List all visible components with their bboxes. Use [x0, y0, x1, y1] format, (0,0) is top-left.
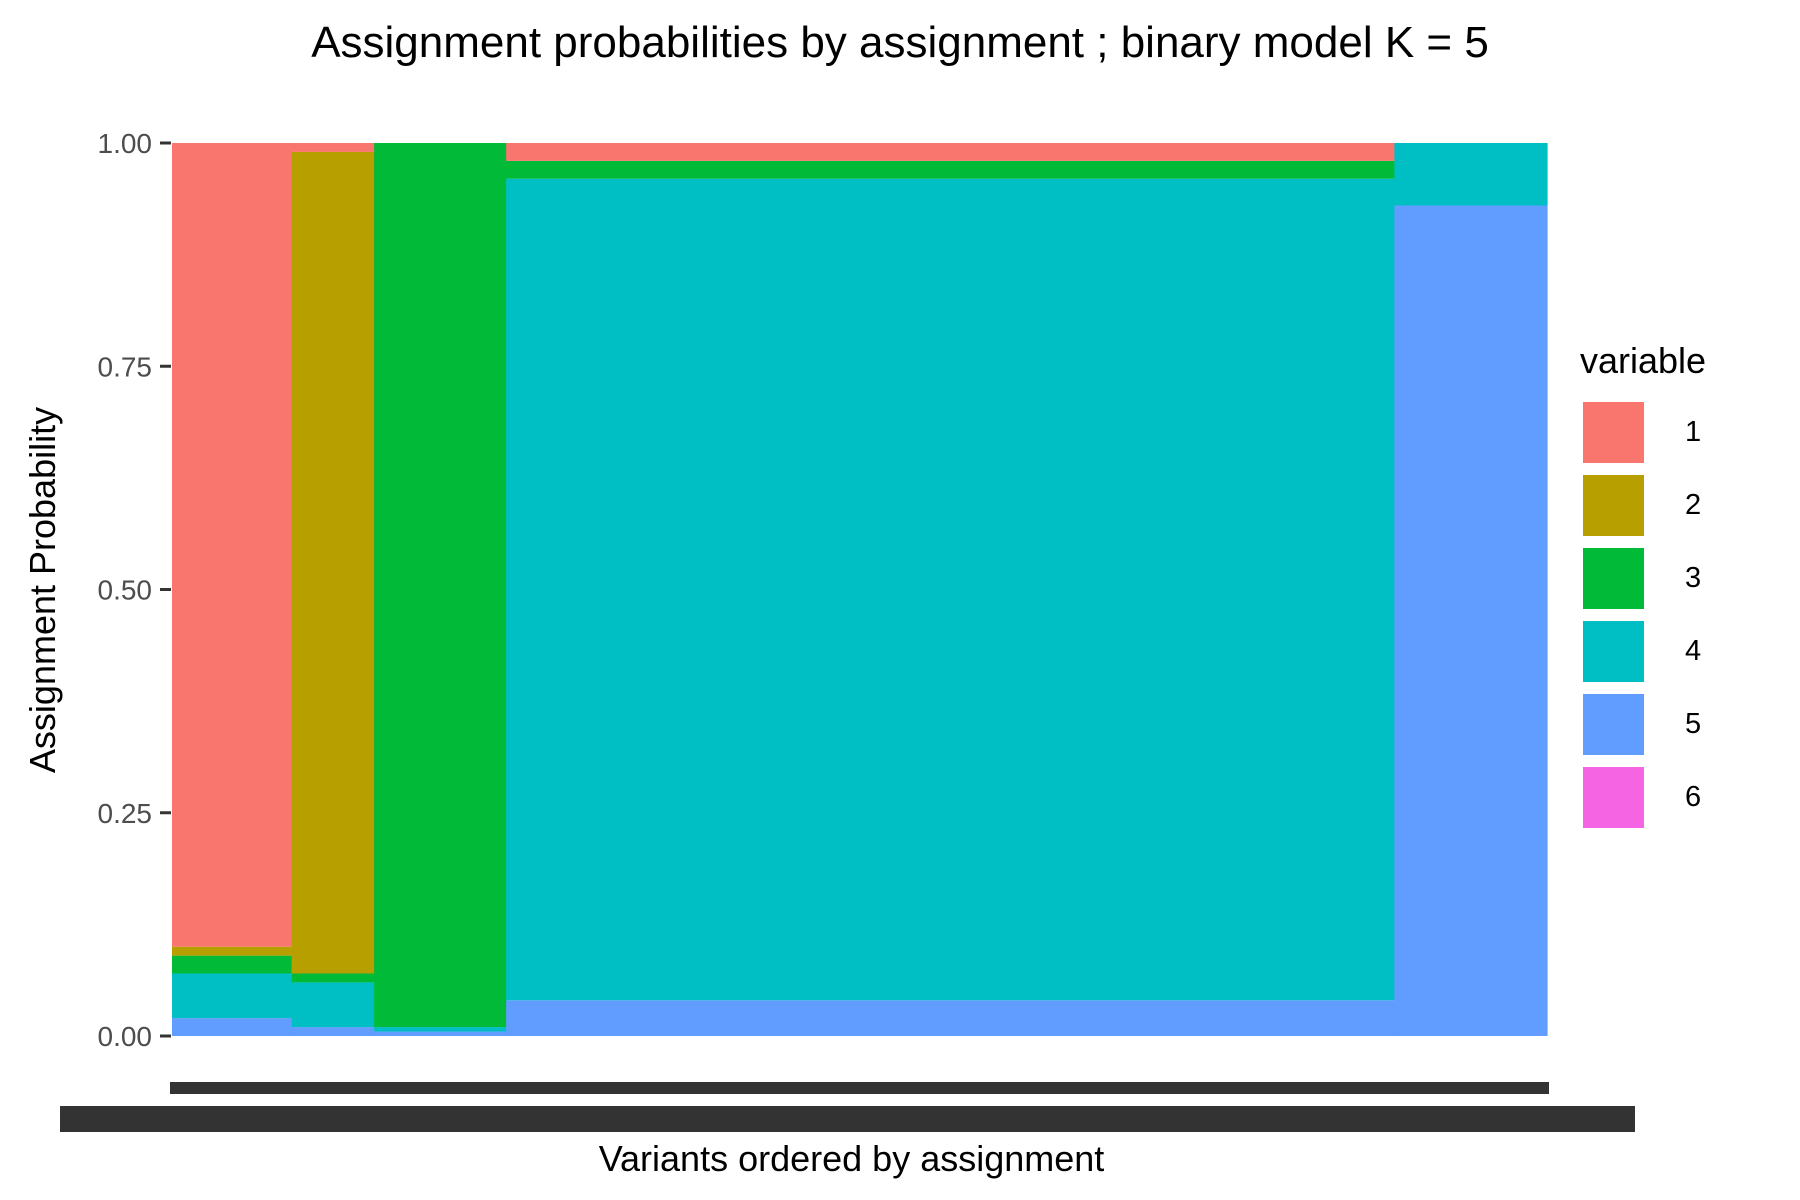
legend-swatch-1 — [1580, 399, 1647, 466]
bar-segment-group5-var5 — [1394, 205, 1548, 1036]
bar-segment-group2-var4 — [291, 982, 375, 1028]
legend-label-1: 1 — [1685, 416, 1702, 448]
bar-segment-group1-var2 — [172, 946, 293, 956]
bar-segment-group5-var4 — [1394, 143, 1548, 206]
bar-segment-group3-var3 — [374, 143, 507, 1028]
legend-swatch-4 — [1580, 618, 1647, 685]
bar-segment-group1-var3 — [172, 955, 293, 974]
bar-segment-group1-var5 — [172, 1018, 293, 1036]
legend-item-1: 1 — [1580, 396, 1706, 469]
bar-segment-group3-var4 — [374, 1027, 507, 1032]
legend-item-2: 2 — [1580, 469, 1706, 542]
bar-segment-group2-var3 — [291, 973, 375, 983]
y-tick-label: 0.00 — [98, 1021, 153, 1052]
legend-item-3: 3 — [1580, 542, 1706, 615]
legend-swatch-6 — [1580, 764, 1647, 831]
y-tick-label: 0.50 — [98, 575, 153, 606]
legend-label-3: 3 — [1685, 562, 1702, 594]
bar-segment-group2-var1 — [291, 143, 375, 152]
bar-segment-group3-var5 — [374, 1031, 507, 1036]
bar-segment-group4-var5 — [506, 1000, 1395, 1036]
legend-item-5: 5 — [1580, 688, 1706, 761]
legend-swatch-2 — [1580, 472, 1647, 539]
x-ticks-overplotted — [170, 1082, 1549, 1094]
bar-segment-group2-var5 — [291, 1027, 375, 1036]
legend-label-6: 6 — [1685, 781, 1702, 813]
bar-segment-group1-var1 — [172, 143, 293, 947]
legend-item-4: 4 — [1580, 615, 1706, 688]
legend-label-5: 5 — [1685, 708, 1702, 740]
bar-segment-group4-var4 — [506, 178, 1395, 1001]
y-tick-label: 0.25 — [98, 798, 153, 829]
legend-label-2: 2 — [1685, 489, 1702, 521]
x-tick-labels-overplotted — [60, 1106, 1635, 1132]
bar-segment-group4-var3 — [506, 160, 1395, 179]
bar-segment-group2-var2 — [291, 151, 375, 974]
bar-segment-group4-var1 — [506, 143, 1395, 161]
y-tick-label: 1.00 — [98, 128, 153, 159]
legend-item-6: 6 — [1580, 761, 1706, 834]
x-axis-label: Variants ordered by assignment — [598, 1138, 1105, 1179]
legend-swatch-5 — [1580, 691, 1647, 758]
legend-swatch-3 — [1580, 545, 1647, 612]
y-tick-label: 0.75 — [98, 351, 153, 382]
bar-segment-group1-var4 — [172, 973, 293, 1019]
legend-title: variable — [1580, 340, 1707, 381]
legend-label-4: 4 — [1685, 635, 1702, 667]
legend: variable 1 2 3 4 5 6 — [1580, 340, 1706, 834]
chart-title: Assignment probabilities by assignment ;… — [311, 18, 1489, 67]
